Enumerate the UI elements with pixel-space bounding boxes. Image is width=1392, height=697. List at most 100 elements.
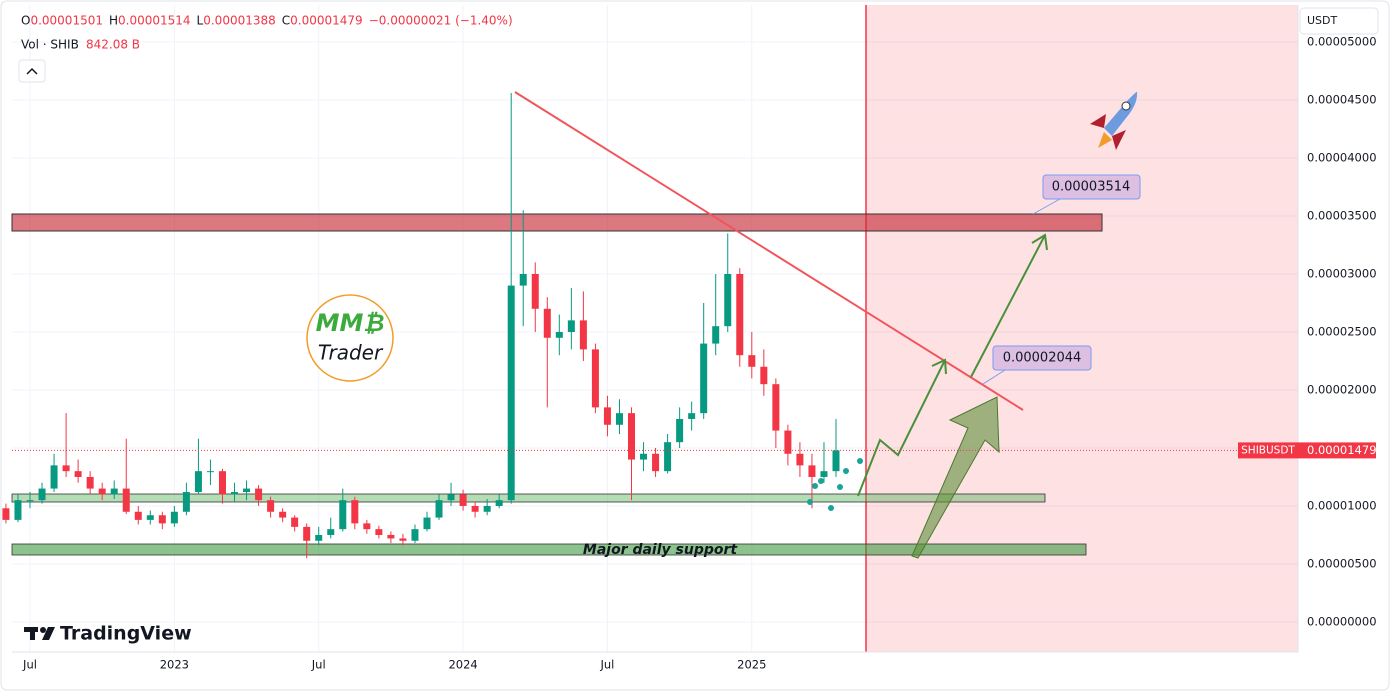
marker [843,468,849,474]
x-tick-label: Jul [311,658,326,672]
x-tick-label: 2025 [737,658,766,672]
candle-body [736,273,744,356]
candle-body [110,488,118,495]
price-label: 0.00001479 [1307,443,1377,457]
y-tick-label: 0.00000000 [1307,614,1377,628]
currency-button[interactable] [1299,7,1379,35]
y-tick-label: 0.00002000 [1307,382,1377,396]
candle-body [194,471,202,493]
candle-body [146,515,154,520]
y-tick-label: 0.00004500 [1307,92,1377,106]
target-label: 0.00003514 [1052,180,1131,195]
marker [857,458,863,464]
symbol-tag [1238,442,1298,459]
candle-body [603,407,611,425]
collapse-button[interactable] [18,59,46,83]
candle-body [122,488,130,512]
candle-body [808,465,816,477]
header: O 0.00001501 H 0.00001514 L 0.00001388 C 0.0000… [21,14,513,28]
candle-body [652,453,660,472]
candle-body [134,511,142,520]
marker [807,499,813,505]
candle-body [231,492,239,495]
candle-body [700,343,708,414]
candle-body [435,500,443,518]
brand-icon [24,627,55,640]
candle-body [218,471,226,495]
candle-body [170,511,178,524]
price-tag [1298,442,1376,459]
target-label: 0.00002044 [1003,351,1082,366]
ohlc-value: 0.00001514 [118,14,191,28]
candle-body [339,500,347,530]
y-tick-label: 0.00003000 [1307,266,1377,280]
candle-body [459,494,467,506]
candle-body [315,534,323,541]
candle-body [375,529,383,535]
candle-body [507,285,515,501]
candle-body [664,442,672,472]
candle-body [567,320,575,332]
candle-body [640,453,648,460]
candle-body [519,273,527,286]
brand-name: TradingView [60,623,192,645]
ohlc-value: 0.00001479 [290,14,363,28]
x-tick-label: 2023 [160,658,189,672]
support-zone [11,493,1046,503]
x-tick-label: Jul [599,658,614,672]
currency-label: USDT [1307,14,1338,27]
ohlc-key: H [109,14,118,28]
x-tick-label: Jul [22,658,37,672]
candle-body [411,529,419,541]
candle-body [820,471,828,477]
candle-body [303,526,311,541]
ohlc-value: 0.00001388 [203,14,276,28]
candle-body [291,517,299,527]
candle-body [471,505,479,512]
candle-body [796,453,804,466]
support-label: Major daily support [583,542,739,558]
candle-body [158,515,166,524]
candle-body [447,494,455,501]
resistance-zone [11,213,1103,232]
volume-value: 842.08 B [86,38,140,52]
candle-body [327,529,335,535]
candle-body [591,349,599,408]
candle-body [279,511,287,518]
y-tick-label: 0.00000500 [1307,556,1377,570]
arrow-head [1031,233,1048,251]
chevron [26,67,38,75]
y-tick-label: 0.00004000 [1307,150,1377,164]
marker [828,505,834,511]
logo-circle [306,294,394,382]
candle-body [495,500,503,506]
candle-body [50,465,58,489]
candle-body [62,465,70,472]
candle-body [615,413,623,425]
candle-body [98,488,106,495]
candle-body [688,413,696,419]
candles [2,93,840,559]
candle-body [26,500,34,502]
candle-body [676,418,684,443]
candle-body [760,366,768,385]
callout [1032,198,1061,215]
y-tick-label: 0.00001000 [1307,498,1377,512]
ohlc-key: O [21,14,30,28]
markers [807,458,863,511]
ohlc-change: −0.00000021 (−1.40%) [369,14,513,28]
logo-name: Trader [318,341,384,365]
candle-body [206,471,214,473]
big-arrow [911,396,1000,559]
projection-path [857,359,946,497]
symbol-label: SHIBUSDT [1241,444,1295,456]
candle-body [363,523,371,530]
candle-body [38,488,46,501]
volume-label: Vol · SHIB [21,38,79,52]
candle-body [543,308,551,338]
candle-body [14,500,22,520]
projection-path [970,234,1046,378]
trend-line [514,91,1024,411]
